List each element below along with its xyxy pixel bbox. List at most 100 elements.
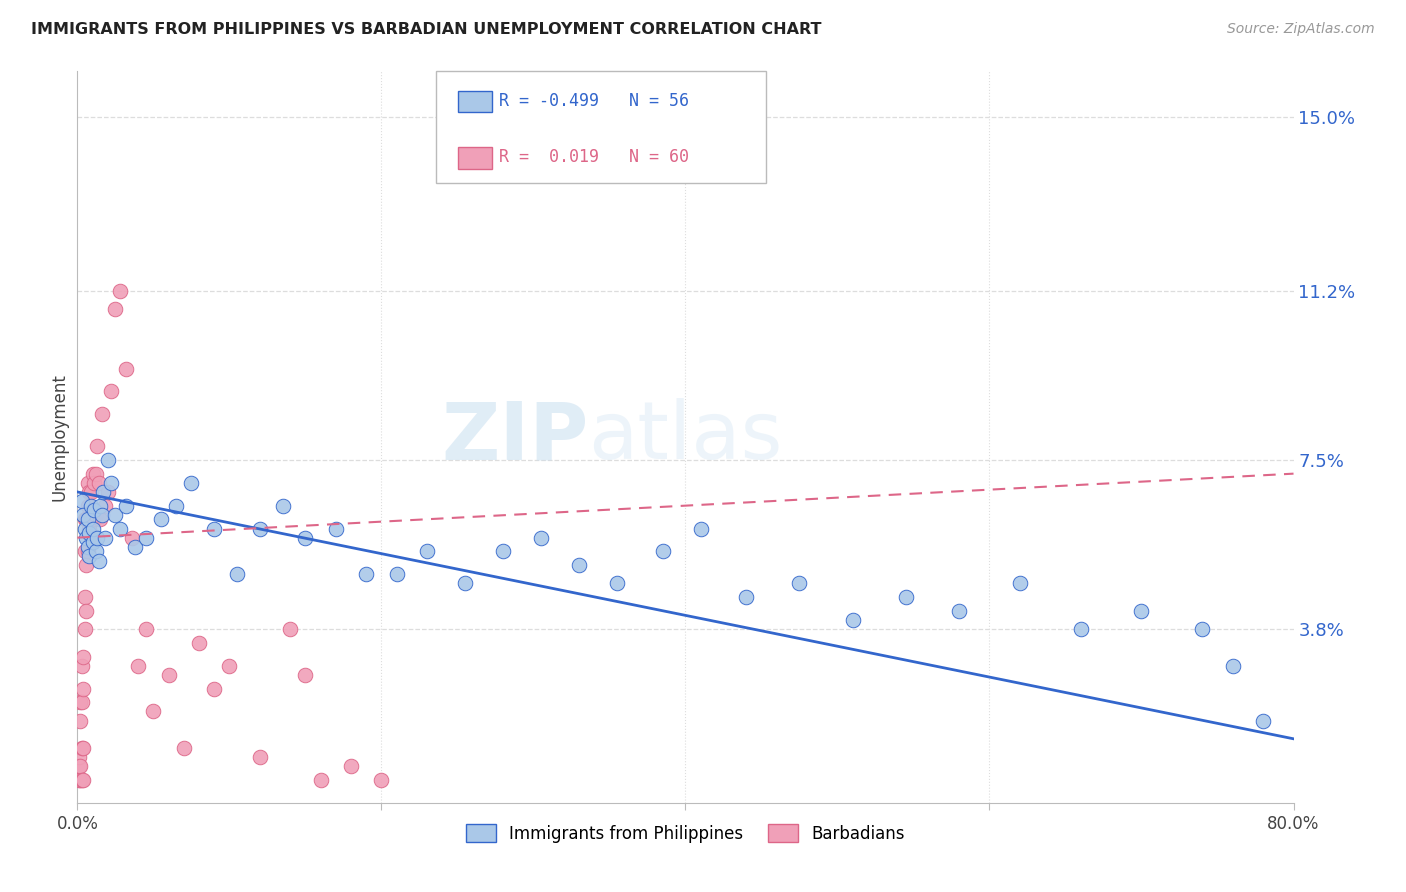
Point (157, 667, 180, 681)
Point (84, 508, 107, 522)
Point (72, 508, 94, 522)
Point (202, 521, 225, 535)
Text: Source: ZipAtlas.com: Source: ZipAtlas.com (1227, 22, 1375, 37)
Point (135, 531, 157, 545)
Text: ZIP: ZIP (441, 398, 588, 476)
Point (271, 499, 294, 513)
Point (93, 499, 115, 513)
Y-axis label: Unemployment: Unemployment (51, 373, 69, 501)
Point (249, 521, 271, 535)
Point (73, 521, 96, 535)
Point (67, 772, 90, 787)
Point (72, 740, 94, 755)
Point (69, 759, 91, 773)
Point (80, 485, 103, 500)
Point (90, 508, 112, 522)
Point (80, 499, 103, 513)
Point (89, 499, 111, 513)
Point (82, 521, 104, 535)
Point (108, 284, 131, 298)
Point (69, 695, 91, 709)
Point (73, 590, 96, 604)
Point (294, 667, 316, 681)
Point (75, 512, 97, 526)
Point (73, 512, 96, 526)
Point (226, 567, 249, 582)
Point (142, 705, 165, 719)
Text: R = -0.499   N = 56: R = -0.499 N = 56 (499, 92, 689, 110)
Point (73, 622, 96, 636)
Point (789, 576, 811, 591)
Point (278, 622, 301, 636)
Point (97, 453, 120, 467)
Point (202, 681, 225, 696)
Point (91, 485, 114, 500)
Point (385, 567, 408, 582)
Point (115, 361, 138, 376)
Point (97, 485, 120, 500)
Point (72, 772, 94, 787)
Point (454, 576, 477, 591)
Point (180, 475, 202, 490)
Point (83, 503, 105, 517)
Point (84, 467, 107, 481)
Point (124, 540, 146, 554)
Point (83, 512, 105, 526)
Point (354, 567, 377, 582)
Point (165, 499, 187, 513)
Point (689, 521, 711, 535)
Point (249, 750, 271, 764)
Point (606, 576, 628, 591)
Point (69, 772, 91, 787)
Point (77, 544, 100, 558)
Point (77, 499, 100, 513)
Point (72, 649, 94, 664)
Point (70, 695, 93, 709)
Point (70, 772, 93, 787)
Point (69, 714, 91, 728)
Point (77, 512, 100, 526)
Point (75, 531, 97, 545)
Point (492, 544, 515, 558)
Text: IMMIGRANTS FROM PHILIPPINES VS BARBADIAN UNEMPLOYMENT CORRELATION CHART: IMMIGRANTS FROM PHILIPPINES VS BARBADIAN… (31, 22, 821, 37)
Point (218, 658, 240, 673)
Point (325, 521, 347, 535)
Point (115, 499, 138, 513)
Point (340, 759, 363, 773)
Point (104, 508, 127, 522)
Point (651, 544, 673, 558)
Point (79, 526, 101, 541)
Point (416, 544, 439, 558)
Point (80, 531, 103, 545)
Point (87, 553, 110, 567)
Point (1191, 622, 1213, 636)
Point (100, 384, 122, 399)
Point (1130, 604, 1153, 618)
Point (90, 407, 112, 421)
Point (86, 439, 108, 453)
Point (87, 475, 110, 490)
Point (70, 658, 93, 673)
Point (67, 750, 90, 764)
Point (67, 759, 90, 773)
Point (70, 740, 93, 755)
Point (121, 531, 143, 545)
Point (1251, 714, 1274, 728)
Point (77, 475, 100, 490)
Point (82, 467, 104, 481)
Point (82, 535, 104, 549)
Legend: Immigrants from Philippines, Barbadians: Immigrants from Philippines, Barbadians (460, 818, 911, 849)
Point (841, 613, 863, 627)
Point (530, 531, 553, 545)
Point (84, 544, 107, 558)
Point (79, 521, 101, 535)
Point (173, 740, 195, 755)
Point (77, 540, 100, 554)
Point (86, 531, 108, 545)
Point (894, 590, 917, 604)
Point (370, 772, 392, 787)
Point (79, 485, 101, 500)
Point (83, 475, 105, 490)
Point (294, 531, 316, 545)
Point (188, 636, 211, 650)
